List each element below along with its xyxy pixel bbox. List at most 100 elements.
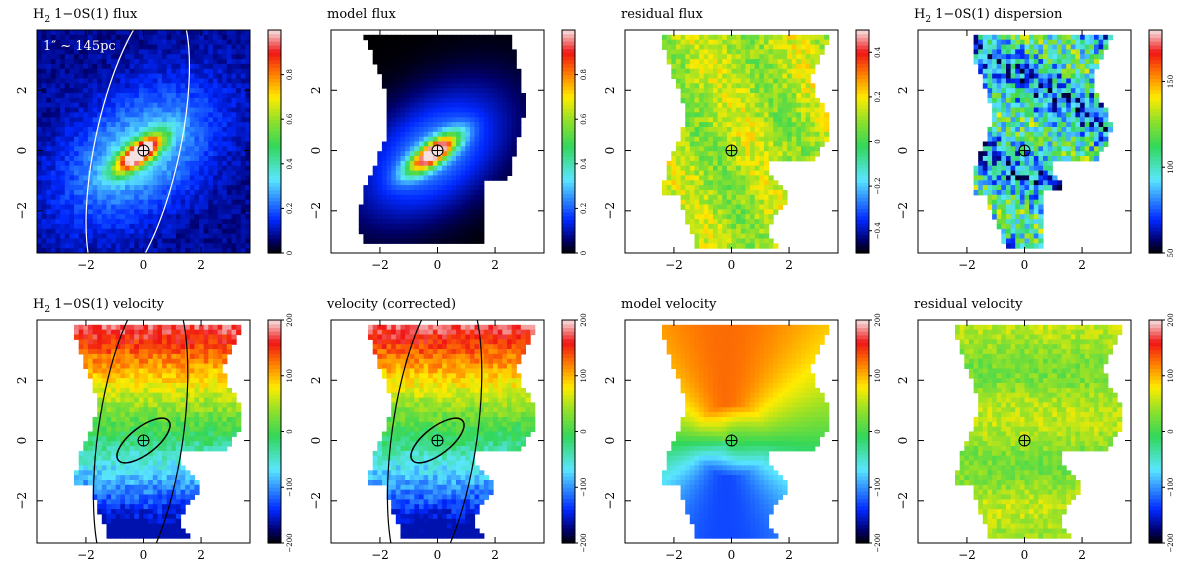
colorbar-tick-label: 0.4 (874, 46, 882, 58)
colorbar: 50 100 150 (1148, 29, 1175, 258)
y-tick-label: −2 (15, 492, 29, 510)
panel-title: residual velocity (914, 297, 1023, 312)
nucleus-marker (1018, 144, 1031, 157)
y-tick-label: 2 (15, 376, 29, 384)
y-tick-label: 2 (896, 86, 910, 94)
colorbar-tick-label: 0 (874, 429, 882, 433)
x-tick-label: 0 (140, 258, 148, 272)
colorbar-tick-label: 100 (580, 369, 588, 382)
x-tick-label: 2 (785, 258, 793, 272)
panel-title: H2 1−0S(1) flux (33, 7, 138, 25)
x-tick-label: −2 (77, 258, 95, 272)
colorbar-tick-label: 0 (1167, 429, 1175, 433)
x-tick-label: 0 (434, 258, 442, 272)
colorbar-tick-label: 100 (1167, 161, 1175, 174)
x-tick-label: 2 (1078, 548, 1086, 562)
colorbar-tick-label: 50 (1167, 249, 1175, 258)
x-tick-label: 0 (728, 258, 736, 272)
colorbar: 0 0.2 0.4 0.6 0.8 (561, 29, 588, 255)
colorbar: 0 0.2 0.4 0.6 0.8 (267, 29, 294, 255)
x-tick-label: −2 (665, 258, 683, 272)
colorbar: −200 −100 0 100 200 (267, 313, 294, 553)
colorbar-tick-label: 0 (286, 429, 294, 433)
y-tick-label: 2 (603, 86, 617, 94)
y-tick-label: −2 (603, 492, 617, 510)
panel-6: −2 0 2 −2 0 2 velocity (corrected) −200 −100 0 100… (309, 297, 588, 562)
y-tick-label: 0 (309, 437, 323, 445)
x-tick-label: 0 (728, 548, 736, 562)
y-tick-label: −2 (309, 492, 323, 510)
colorbar-tick-label: 0.6 (286, 113, 294, 125)
colorbar-tick-label: 100 (286, 369, 294, 382)
panel-4: −2 0 2 −2 0 2 H2 1−0S(1) dispersion 50 100 150 (896, 7, 1175, 272)
nucleus-marker (1018, 434, 1031, 447)
nucleus-marker (431, 144, 444, 157)
colorbar-tick-label: 0.2 (874, 91, 882, 102)
y-tick-label: −2 (896, 202, 910, 220)
panel-title: velocity (corrected) (326, 297, 456, 312)
x-tick-label: 2 (491, 258, 499, 272)
colorbar-tick-label: 0 (874, 139, 882, 143)
colorbar-tick-label: 150 (1167, 75, 1175, 88)
heatmap-image (368, 320, 536, 543)
y-tick-label: 2 (896, 376, 910, 384)
x-tick-label: 2 (1078, 258, 1086, 272)
y-tick-label: 0 (15, 147, 29, 155)
scale-annotation: 1″ ~ 145pc (43, 39, 116, 54)
nucleus-marker (137, 434, 150, 447)
x-tick-label: −2 (371, 548, 389, 562)
x-tick-label: −2 (958, 548, 976, 562)
colorbar-tick-label: 100 (1167, 369, 1175, 382)
colorbar-tick-label: 0.2 (286, 203, 294, 214)
galaxy-ellipse (92, 320, 189, 543)
panel-3: −2 0 2 −2 0 2 residual flux −0.4 −0.2 0 0.2 0.4 (603, 7, 882, 272)
x-tick-label: 0 (1021, 258, 1029, 272)
colorbar: −200 −100 0 100 200 (561, 313, 588, 553)
panel-8: −2 0 2 −2 0 2 residual velocity −200 −100 0 100 200 (896, 297, 1175, 562)
panel-7: −2 0 2 −2 0 2 model velocity −200 −100 0 100 200 (603, 297, 882, 562)
colorbar: −0.4 −0.2 0 0.2 0.4 (855, 29, 882, 254)
heatmap-image (955, 324, 1123, 539)
y-tick-label: −2 (603, 202, 617, 220)
heatmap-image (74, 320, 242, 543)
panel-title: H2 1−0S(1) velocity (33, 297, 165, 315)
x-tick-label: 2 (197, 548, 205, 562)
x-tick-label: −2 (665, 548, 683, 562)
nuclear-ellipse (116, 417, 171, 464)
colorbar-tick-label: 200 (874, 313, 882, 326)
galaxy-ellipse (85, 30, 191, 253)
y-tick-label: −2 (15, 202, 29, 220)
colorbar-tick-label: 0.2 (580, 203, 588, 214)
y-tick-label: 0 (896, 147, 910, 155)
heatmap-image (37, 30, 250, 253)
colorbar-tick-label: −100 (1167, 478, 1175, 497)
x-tick-label: 0 (434, 548, 442, 562)
colorbar-tick-label: 100 (874, 369, 882, 382)
x-tick-label: 0 (1021, 548, 1029, 562)
nucleus-marker (725, 434, 738, 447)
colorbar-tick-label: −200 (874, 533, 882, 552)
panel-5: −2 0 2 −2 0 2 H2 1−0S(1) velocity −200 −100 0 100 20… (15, 297, 294, 562)
colorbar-tick-label: 0.6 (580, 113, 588, 125)
heatmap-image (662, 324, 830, 539)
y-tick-label: −2 (309, 202, 323, 220)
colorbar-tick-label: 0 (580, 429, 588, 433)
colorbar-tick-label: 0 (286, 251, 294, 255)
x-tick-label: −2 (77, 548, 95, 562)
y-tick-label: −2 (896, 492, 910, 510)
colorbar-tick-label: −100 (580, 478, 588, 497)
y-tick-label: 0 (896, 437, 910, 445)
colorbar-frame (267, 29, 282, 254)
colorbar-tick-label: −0.2 (874, 178, 882, 195)
nuclear-ellipse (410, 417, 465, 464)
x-tick-label: 0 (140, 548, 148, 562)
y-tick-label: 0 (309, 147, 323, 155)
panel-title: model velocity (621, 297, 717, 312)
y-tick-label: 2 (309, 376, 323, 384)
colorbar-tick-label: −200 (580, 533, 588, 552)
panel-title: residual flux (621, 7, 704, 22)
colorbar-tick-label: −200 (286, 533, 294, 552)
colorbar-tick-label: −100 (286, 478, 294, 497)
y-tick-label: 0 (603, 147, 617, 155)
